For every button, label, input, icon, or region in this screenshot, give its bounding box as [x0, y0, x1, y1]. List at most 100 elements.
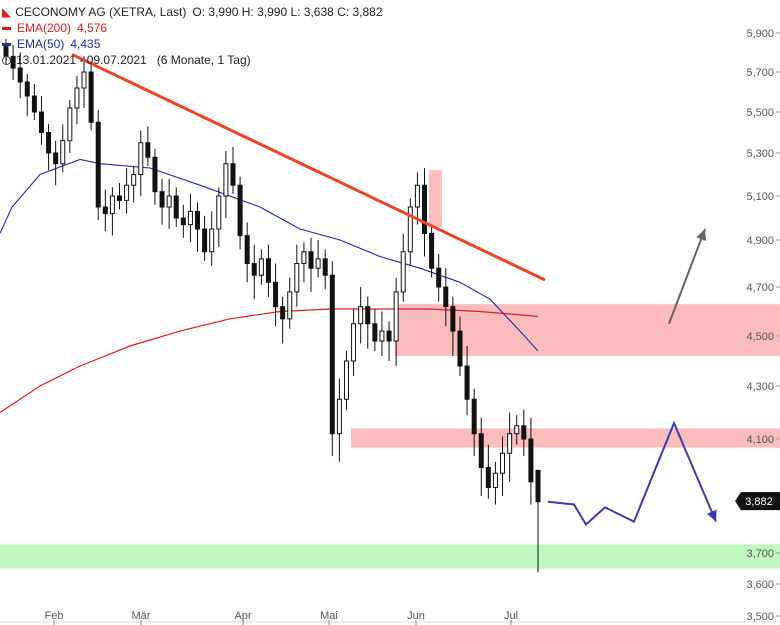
- candle-body: [38, 111, 44, 133]
- y-tick-label: 3,500: [746, 611, 774, 623]
- indicators-layer: [0, 158, 539, 414]
- ema200-label: EMA(200): [17, 21, 72, 35]
- candle-body: [216, 195, 222, 230]
- candle-body: [343, 360, 349, 400]
- candle-body: [138, 142, 144, 175]
- y-tick-label: 3,600: [746, 579, 774, 591]
- last-price-label: 3,882: [745, 496, 773, 508]
- candle-body: [393, 291, 399, 342]
- candle-body: [414, 184, 420, 208]
- date-range: 13.01.2021 - 09.07.2021: [16, 53, 147, 67]
- last-price-box: [735, 492, 780, 511]
- support-zone: [0, 544, 780, 569]
- ema50-label: EMA(50): [17, 37, 65, 51]
- candle-body: [457, 330, 463, 367]
- candle-body: [322, 258, 328, 276]
- candle-body: [436, 267, 442, 288]
- candle-body: [365, 306, 371, 325]
- candle-body: [358, 306, 364, 325]
- candle-body: [301, 251, 307, 264]
- ohlc-values: O: 3,990 H: 3,990 L: 3,638 C: 3,882: [192, 5, 383, 19]
- legend-range-row: 13.01.2021 - 09.07.2021 (6 Monate, 1 Tag…: [2, 52, 383, 68]
- x-tick-label: Apr: [234, 610, 251, 622]
- candle-body: [223, 163, 229, 197]
- y-tick-label: 5,500: [746, 107, 774, 119]
- candle-body: [46, 132, 52, 154]
- x-tick-label: Jun: [407, 610, 425, 622]
- resistance-zone-lower: [351, 428, 780, 448]
- y-tick-label: 4,700: [746, 282, 774, 294]
- bullish-arrow-line: [668, 228, 706, 325]
- period-label: (6 Monate, 1 Tag): [156, 53, 251, 67]
- projection-arrowhead: [706, 509, 717, 522]
- candle-body: [308, 251, 314, 269]
- candles-layer: [3, 38, 541, 573]
- y-tick-label: 4,900: [746, 235, 774, 247]
- x-tick-label: Jul: [504, 610, 518, 622]
- candle-body: [180, 217, 186, 226]
- x-tick-label: Mär: [132, 610, 151, 622]
- candle-body: [485, 467, 491, 488]
- candle-body: [53, 152, 59, 165]
- candle-body: [514, 425, 520, 435]
- candle-body: [88, 71, 94, 123]
- candle-body: [124, 184, 130, 201]
- candle-body: [67, 107, 73, 142]
- x-tick-label: Feb: [45, 610, 64, 622]
- candle-body: [17, 67, 23, 83]
- candle-body: [116, 195, 122, 201]
- legend-ema200-row: EMA(200) 4,576: [2, 20, 383, 36]
- candle-body: [478, 433, 484, 469]
- symbol-title: CECONOMY AG (XETRA, Last): [15, 5, 187, 19]
- highlight-zone: [429, 170, 442, 227]
- candle-body: [273, 281, 279, 308]
- candle-body: [294, 263, 300, 293]
- candle-body: [336, 398, 342, 435]
- candle-body: [400, 251, 406, 293]
- annotations-layer: [71, 53, 717, 527]
- candle-body: [10, 55, 16, 69]
- candle-body: [202, 228, 208, 253]
- candle-body: [528, 438, 534, 483]
- y-tick-label: 5,900: [746, 28, 774, 40]
- candle-body: [315, 258, 321, 269]
- candle-body: [237, 184, 243, 237]
- candle-body: [109, 195, 115, 215]
- candle-body: [407, 206, 413, 253]
- candle-body: [329, 274, 335, 435]
- candle-body: [145, 142, 151, 158]
- candle-body: [195, 210, 201, 230]
- chart-legend: ◣ CECONOMY AG (XETRA, Last) O: 3,990 H: …: [2, 4, 383, 68]
- candle-body: [173, 195, 179, 219]
- clock-icon: [2, 55, 11, 65]
- y-tick-label: 4,300: [746, 381, 774, 393]
- candle-body: [351, 323, 357, 362]
- y-tick-label: 5,100: [746, 191, 774, 203]
- ema200-swatch: [2, 26, 11, 30]
- candle-body: [464, 365, 470, 400]
- ema50-line: [0, 158, 539, 352]
- y-axis: 5,900 5,700 5,500 5,300 5,100 4,900 4,700 4,500…: [746, 28, 780, 623]
- y-tick-label: 4,100: [746, 434, 774, 446]
- candle-body: [372, 323, 378, 342]
- candle-body: [24, 81, 30, 97]
- last-price-marker: 3,882: [735, 492, 780, 511]
- collapse-icon[interactable]: ◣: [2, 5, 12, 19]
- bullish-arrowhead: [696, 229, 707, 241]
- y-tick-label: 3,700: [746, 548, 774, 560]
- candle-body: [209, 228, 215, 253]
- ema200-line: [0, 308, 539, 414]
- downtrend-line: [71, 53, 546, 282]
- candle-body: [244, 235, 250, 265]
- candle-body: [102, 206, 108, 215]
- candle-body: [31, 95, 37, 113]
- candle-body: [166, 195, 172, 208]
- legend-ema50-row: EMA(50) 4,435: [2, 36, 383, 52]
- candle-body: [500, 452, 506, 474]
- legend-title-row: ◣ CECONOMY AG (XETRA, Last) O: 3,990 H: …: [2, 4, 383, 20]
- candle-body: [379, 330, 385, 342]
- candle-body: [287, 291, 293, 320]
- candle-body: [280, 306, 286, 320]
- zones-layer: [0, 170, 780, 569]
